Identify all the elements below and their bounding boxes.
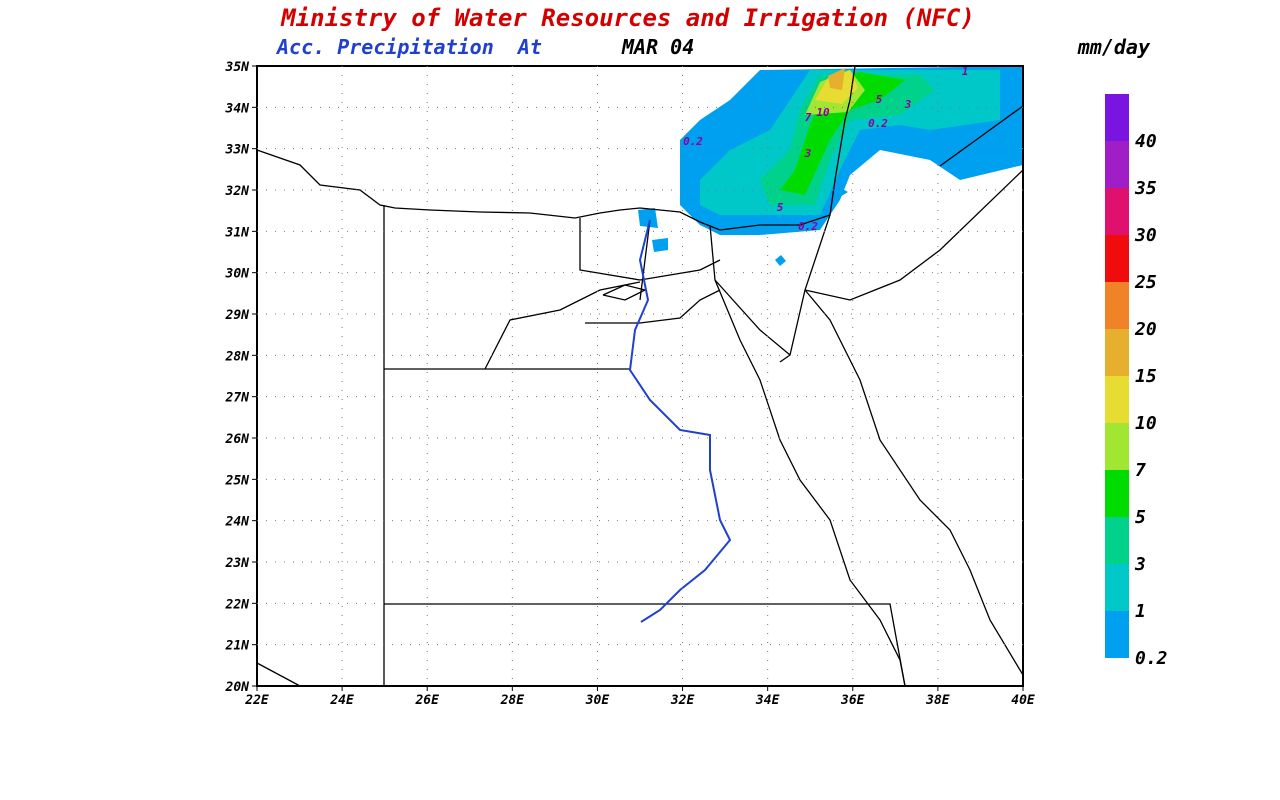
contour-label: 0.2 (798, 220, 818, 233)
colorbar-band (1105, 611, 1129, 658)
lon-label: 40E (1011, 693, 1035, 708)
lat-label: 23N (225, 556, 250, 571)
lat-label: 24N (225, 515, 250, 530)
subtitle: Acc. Precipitation At (275, 35, 542, 59)
borders (256, 65, 1024, 687)
contour-label: 5 (876, 93, 883, 106)
contour-label: 5 (777, 201, 784, 214)
lat-label: 32N (225, 184, 250, 199)
lon-label: 36E (840, 693, 865, 708)
lat-label: 25N (225, 473, 250, 488)
units: mm/day (1077, 35, 1151, 59)
lon-label: 38E (925, 693, 950, 708)
lat-label: 29N (225, 308, 250, 323)
colorbar-label: 40 (1135, 131, 1157, 152)
title: Ministry of Water Resources and Irrigati… (280, 4, 975, 32)
precipitation (638, 66, 1023, 266)
lat-label: 22N (225, 597, 250, 612)
colorbar-band (1105, 188, 1129, 235)
contour-label: 3 (804, 147, 812, 160)
colorbar-label: 3 (1134, 554, 1146, 575)
map-frame (256, 65, 1024, 687)
colorbar-label: 0.2 (1135, 648, 1168, 669)
colorbar-band (1105, 376, 1129, 423)
contour-label: 1 (962, 65, 969, 78)
lon-label: 24E (329, 693, 354, 708)
contour-label: 10 (816, 106, 830, 119)
colorbar-label: 20 (1134, 319, 1157, 340)
lat-label: 26N (225, 432, 250, 447)
colorbar-label: 30 (1134, 225, 1157, 246)
colorbar-label: 1 (1135, 601, 1146, 622)
contour-label: 3 (904, 98, 912, 111)
lon-label: 30E (585, 693, 610, 708)
colorbar-band (1105, 235, 1129, 282)
colorbar-label: 25 (1134, 272, 1157, 293)
date: MAR 04 (621, 35, 694, 59)
lat-label: 34N (225, 101, 250, 116)
colorbar-label: 35 (1134, 178, 1157, 199)
colorbar-band (1105, 94, 1129, 141)
lon-label: 32E (670, 693, 695, 708)
lat-label: 28N (225, 349, 250, 364)
contour-label: 0.2 (868, 117, 888, 130)
contour-label: 7 (805, 111, 812, 124)
colorbar-band (1105, 517, 1129, 564)
lat-label: 30N (225, 267, 250, 282)
colorbar-label: 10 (1135, 413, 1157, 434)
colorbar-band (1105, 470, 1129, 517)
lon-label: 22E (244, 693, 269, 708)
nile (628, 219, 732, 623)
contour-label: 0.2 (683, 135, 703, 148)
lon-label: 26E (414, 693, 439, 708)
colorbar-band (1105, 564, 1129, 611)
lat-label: 33N (225, 143, 250, 158)
colorbar-label: 7 (1135, 460, 1146, 481)
lat-label: 27N (225, 391, 250, 406)
colorbar-band (1105, 423, 1129, 470)
lon-label: 28E (500, 693, 525, 708)
lat-label: 21N (225, 639, 250, 654)
lat-label: 31N (225, 225, 250, 240)
lon-label: 34E (755, 693, 780, 708)
colorbar-band (1105, 329, 1129, 376)
colorbar-label: 5 (1135, 507, 1146, 528)
colorbar-band (1105, 282, 1129, 329)
colorbar-label: 15 (1135, 366, 1157, 387)
colorbar-band (1105, 141, 1129, 188)
lat-label: 20N (225, 680, 250, 695)
lat-label: 35N (225, 60, 250, 75)
